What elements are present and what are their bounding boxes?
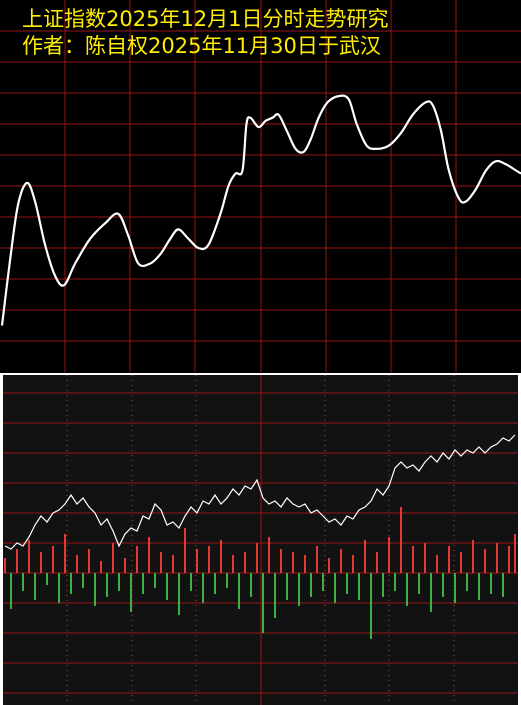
- volume-bar: [250, 573, 252, 597]
- volume-bar: [64, 534, 66, 573]
- volume-bar: [352, 555, 354, 573]
- volume-bar: [118, 573, 120, 591]
- volume-bar: [430, 573, 432, 612]
- volume-bar: [508, 546, 510, 573]
- volume-bar: [232, 555, 234, 573]
- volume-bar: [442, 573, 444, 597]
- volume-bar: [100, 561, 102, 573]
- volume-bar: [484, 549, 486, 573]
- volume-bar: [196, 549, 198, 573]
- volume-bar: [436, 555, 438, 573]
- volume-bar: [184, 528, 186, 573]
- volume-bar: [322, 573, 324, 591]
- volume-bar: [376, 552, 378, 573]
- volume-bar: [46, 573, 48, 585]
- volume-bar: [214, 573, 216, 594]
- volume-bar: [412, 546, 414, 573]
- volume-bar: [130, 573, 132, 612]
- price-line: [4, 434, 516, 550]
- volume-bar: [292, 552, 294, 573]
- volume-bar: [346, 573, 348, 594]
- volume-bar: [262, 573, 264, 633]
- volume-bar: [160, 552, 162, 573]
- volume-bar: [424, 543, 426, 573]
- volume-bar: [364, 540, 366, 573]
- volume-bar: [136, 546, 138, 573]
- volume-bar: [22, 573, 24, 591]
- volume-bar: [52, 546, 54, 573]
- volume-bar: [418, 573, 420, 594]
- volume-bar: [142, 573, 144, 594]
- volume-bar: [112, 543, 114, 573]
- volume-bar: [472, 540, 474, 573]
- volume-bar: [334, 573, 336, 603]
- volume-bar: [10, 573, 12, 609]
- volume-bar: [106, 573, 108, 597]
- volume-bar: [268, 537, 270, 573]
- volume-bar: [76, 555, 78, 573]
- volume-bar: [82, 573, 84, 588]
- volume-bar: [388, 537, 390, 573]
- volume-bar: [28, 540, 30, 573]
- volume-bar: [178, 573, 180, 615]
- volume-bar: [280, 549, 282, 573]
- volume-bar: [460, 552, 462, 573]
- volume-bar: [4, 558, 6, 573]
- volume-bar: [40, 552, 42, 573]
- volume-bar: [478, 573, 480, 600]
- volume-bar: [274, 573, 276, 618]
- volume-bar: [190, 573, 192, 591]
- volume-bar: [16, 549, 18, 573]
- volume-bar: [514, 534, 516, 573]
- volume-bar: [256, 543, 258, 573]
- chart-subtitle: 作者：陈自权2025年11月30日于武汉: [22, 34, 381, 58]
- volume-bar: [304, 555, 306, 573]
- volume-bar: [34, 573, 36, 600]
- volume-bar: [400, 507, 402, 573]
- volume-bar: [94, 573, 96, 606]
- volume-bar: [448, 546, 450, 573]
- volume-bar: [166, 573, 168, 600]
- volume-bar: [490, 573, 492, 594]
- marks: [0, 94, 521, 639]
- volume-bar: [172, 555, 174, 573]
- volume-bar: [406, 573, 408, 606]
- volume-bar: [382, 573, 384, 597]
- volume-bar: [208, 546, 210, 573]
- volume-bar: [340, 549, 342, 573]
- index-line: [0, 94, 521, 326]
- volume-bar: [370, 573, 372, 639]
- volume-bar: [358, 573, 360, 600]
- volume-bar: [316, 546, 318, 573]
- volume-bar: [496, 543, 498, 573]
- volume-bar: [238, 573, 240, 609]
- volume-bar: [58, 573, 60, 603]
- volume-bar: [454, 573, 456, 603]
- volume-bar: [502, 573, 504, 597]
- volume-bar: [202, 573, 204, 603]
- volume-bar: [154, 573, 156, 588]
- chart-title: 上证指数2025年12月1日分时走势研究: [22, 7, 389, 31]
- volume-bar: [226, 573, 228, 588]
- volume-bar: [328, 558, 330, 573]
- volume-bar: [394, 573, 396, 591]
- volume-bar: [148, 537, 150, 573]
- volume-bar: [310, 573, 312, 597]
- volume-bar: [220, 540, 222, 573]
- volume-bar: [466, 573, 468, 591]
- volume-bar: [88, 549, 90, 573]
- volume-bar: [244, 552, 246, 573]
- volume-bar: [124, 558, 126, 573]
- volume-bar: [286, 573, 288, 600]
- volume-bar: [298, 573, 300, 606]
- volume-bar: [70, 573, 72, 594]
